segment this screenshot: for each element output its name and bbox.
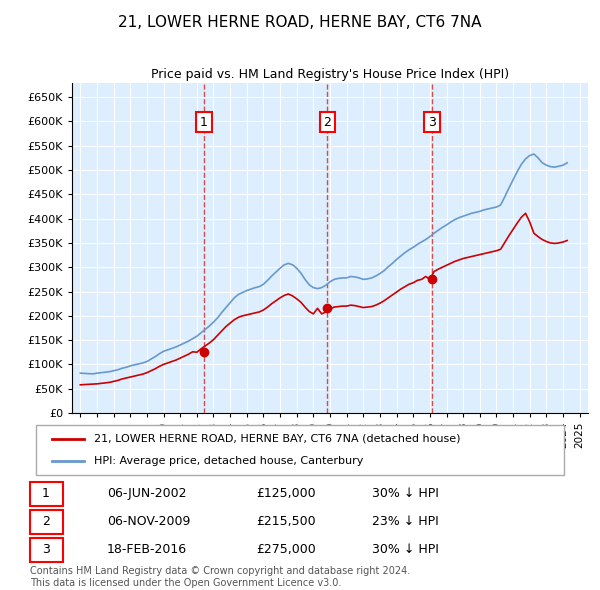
Text: 21, LOWER HERNE ROAD, HERNE BAY, CT6 7NA (detached house): 21, LOWER HERNE ROAD, HERNE BAY, CT6 7NA… bbox=[94, 434, 461, 444]
FancyBboxPatch shape bbox=[29, 537, 62, 562]
Text: 18-FEB-2016: 18-FEB-2016 bbox=[107, 543, 187, 556]
FancyBboxPatch shape bbox=[29, 482, 62, 506]
Text: 06-NOV-2009: 06-NOV-2009 bbox=[107, 515, 190, 528]
FancyBboxPatch shape bbox=[36, 425, 564, 475]
Text: £125,000: £125,000 bbox=[256, 487, 316, 500]
Text: 1: 1 bbox=[200, 116, 208, 129]
Text: 3: 3 bbox=[428, 116, 436, 129]
Text: 2: 2 bbox=[42, 515, 50, 528]
Text: £275,000: £275,000 bbox=[256, 543, 316, 556]
Text: 30% ↓ HPI: 30% ↓ HPI bbox=[372, 543, 439, 556]
Text: £215,500: £215,500 bbox=[256, 515, 316, 528]
Text: HPI: Average price, detached house, Canterbury: HPI: Average price, detached house, Cant… bbox=[94, 456, 364, 466]
Text: 2: 2 bbox=[323, 116, 331, 129]
Text: 21, LOWER HERNE ROAD, HERNE BAY, CT6 7NA: 21, LOWER HERNE ROAD, HERNE BAY, CT6 7NA bbox=[118, 15, 482, 30]
Text: 1: 1 bbox=[42, 487, 50, 500]
Text: 3: 3 bbox=[42, 543, 50, 556]
Text: 06-JUN-2002: 06-JUN-2002 bbox=[107, 487, 187, 500]
Text: 23% ↓ HPI: 23% ↓ HPI bbox=[372, 515, 439, 528]
Text: 30% ↓ HPI: 30% ↓ HPI bbox=[372, 487, 439, 500]
Text: Contains HM Land Registry data © Crown copyright and database right 2024.
This d: Contains HM Land Registry data © Crown c… bbox=[30, 566, 410, 588]
FancyBboxPatch shape bbox=[29, 510, 62, 533]
Title: Price paid vs. HM Land Registry's House Price Index (HPI): Price paid vs. HM Land Registry's House … bbox=[151, 68, 509, 81]
